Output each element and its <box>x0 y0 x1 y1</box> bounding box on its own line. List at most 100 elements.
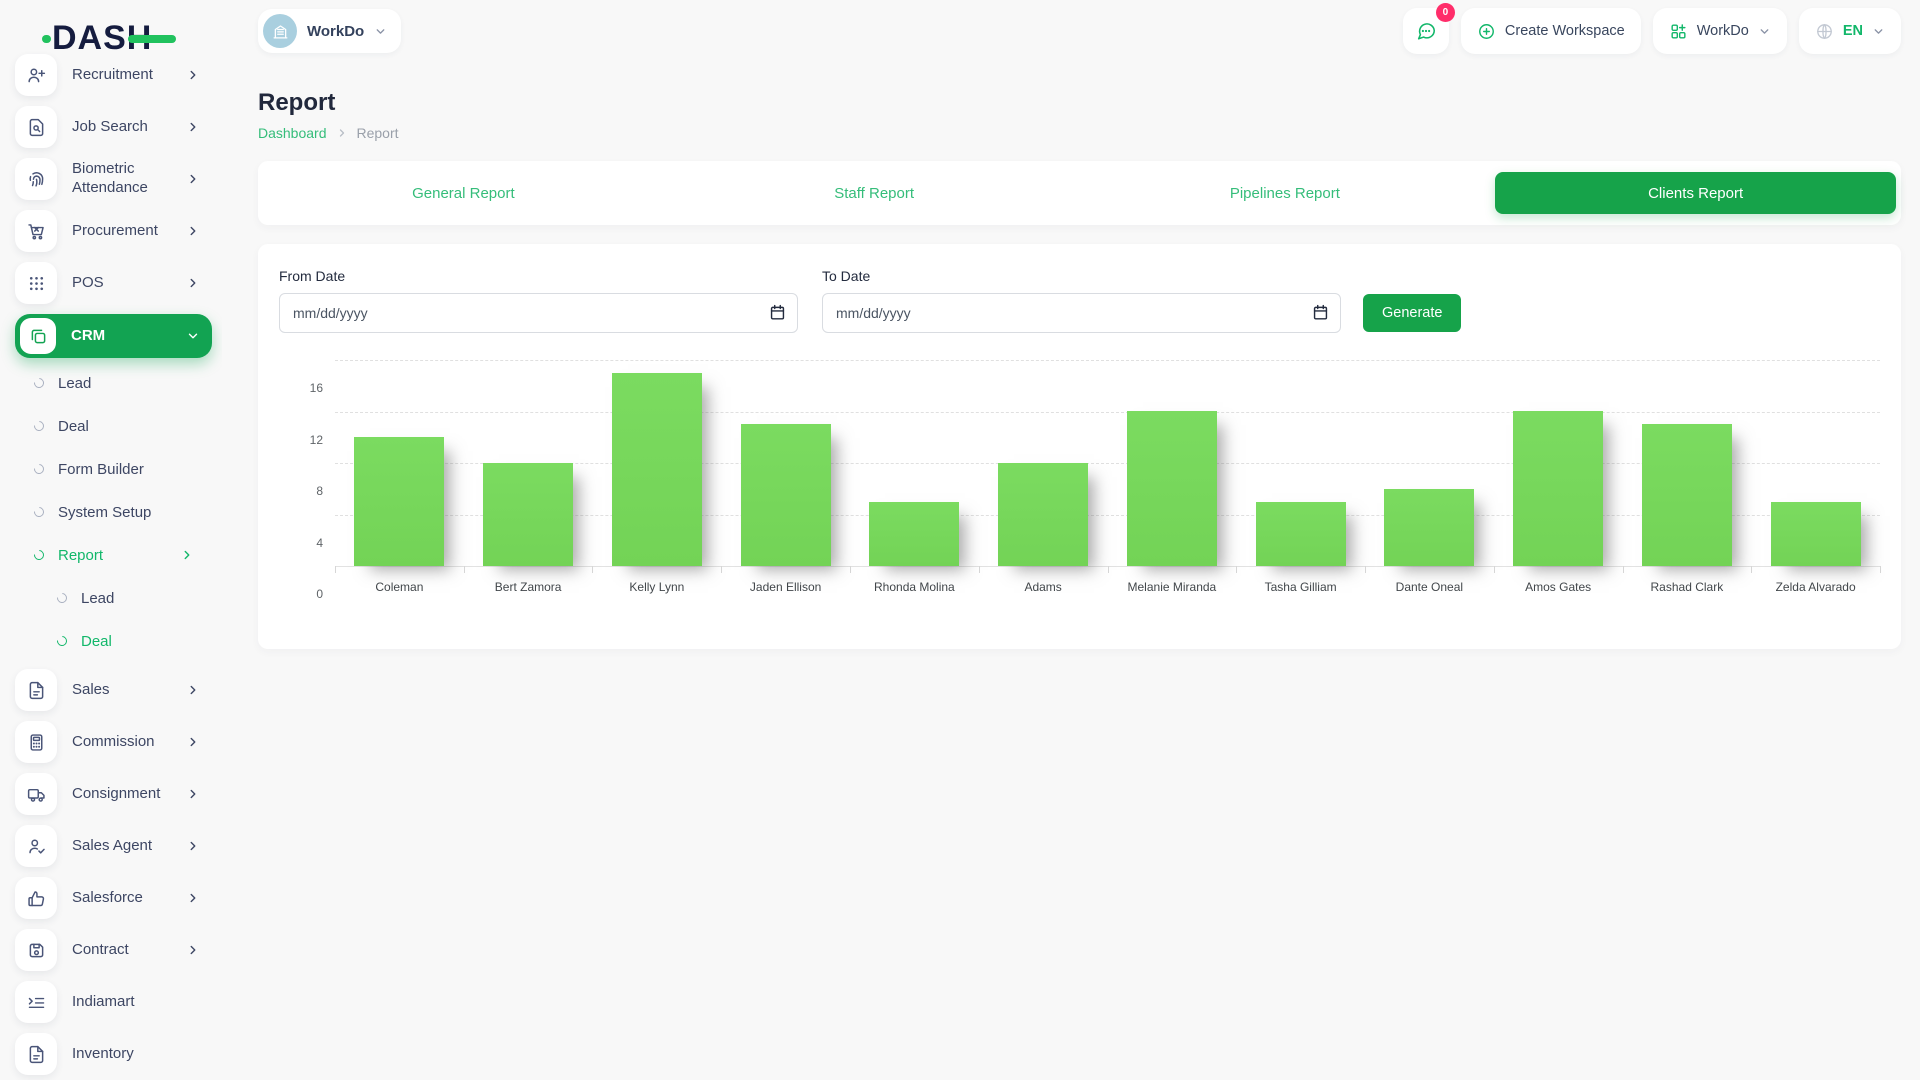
document-search-icon <box>15 106 57 148</box>
x-axis-category-label: Melanie Miranda <box>1127 580 1217 594</box>
sidebar-item-pos[interactable]: POS <box>15 262 212 304</box>
bar-rhonda-molina[interactable] <box>869 502 960 566</box>
chevron-right-icon <box>186 943 200 957</box>
sidebar-item-procurement[interactable]: Procurement <box>15 210 212 252</box>
bar-amos-gates[interactable] <box>1513 411 1604 566</box>
sidebar-item-job-search[interactable]: Job Search <box>15 106 212 148</box>
sidebar-subitem-system-setup[interactable]: System Setup <box>31 497 212 527</box>
sidebar-item-label: Consignment <box>72 784 161 802</box>
main-content: Report Dashboard Report General Report St… <box>222 62 1920 649</box>
bar-slot <box>1494 411 1623 566</box>
chart-plot <box>335 360 1881 573</box>
bar-zelda-alvarado[interactable] <box>1770 502 1861 566</box>
app-logo[interactable]: DASH <box>42 18 177 58</box>
tab-clients-report[interactable]: Clients Report <box>1490 161 1901 225</box>
bar-kelly-lynn[interactable] <box>611 373 702 566</box>
x-axis-tick <box>1880 566 1881 573</box>
bar-slot <box>335 437 464 566</box>
x-axis-category-label: Bert Zamora <box>494 580 562 594</box>
bullet-circle-icon <box>31 461 47 477</box>
from-date-label: From Date <box>279 268 346 284</box>
x-axis-category-label: Coleman <box>375 580 424 594</box>
sidebar-item-label: Sales Agent <box>72 836 153 854</box>
sidebar-item-label: Biometric Attendance <box>72 160 148 196</box>
bar-rashad-clark[interactable] <box>1641 424 1732 566</box>
sidebar-subitem-deal[interactable]: Deal <box>31 411 212 441</box>
tab-pipelines-report[interactable]: Pipelines Report <box>1229 184 1340 202</box>
language-selector[interactable]: EN <box>1798 8 1901 54</box>
generate-button[interactable]: Generate <box>1363 294 1462 332</box>
chart-x-labels: Coleman Bert Zamora Kelly Lynn Jaden Elliso… <box>335 580 1880 594</box>
report-tabs: General Report Staff Report Pipelines Repo… <box>258 161 1901 225</box>
bar-bert-zamora[interactable] <box>483 463 574 566</box>
chevron-right-icon <box>186 891 200 905</box>
sidebar-subitem-lead[interactable]: Lead <box>31 368 212 398</box>
sidebar-subitem-label: Lead <box>58 374 92 392</box>
sidebar-item-label: Job Search <box>72 117 148 135</box>
x-axis-tick <box>1107 566 1109 573</box>
messages-button[interactable]: 0 <box>1402 3 1455 54</box>
from-date-input[interactable] <box>279 293 798 333</box>
sidebar-subitem-label: Deal <box>81 632 112 650</box>
x-axis-category-label: Rashad Clark <box>1650 580 1724 594</box>
chevron-right-icon <box>186 120 200 134</box>
breadcrumb: Dashboard Report <box>258 125 1901 141</box>
sidebar-item-sales-agent[interactable]: Sales Agent <box>15 825 212 867</box>
bar-dante-oneal[interactable] <box>1384 489 1475 566</box>
bar-slot <box>1365 489 1494 566</box>
sidebar-item-consignment[interactable]: Consignment <box>15 773 212 815</box>
workspace-avatar <box>263 14 297 48</box>
sidebar-item-salesforce[interactable]: Salesforce <box>15 877 212 919</box>
bar-melanie-miranda[interactable] <box>1126 411 1217 566</box>
y-axis-tick-label: 4 <box>316 535 323 550</box>
sidebar-subitem-deal[interactable]: Deal <box>54 626 212 656</box>
sidebar-item-sales[interactable]: Sales <box>15 669 212 711</box>
tab-active-button[interactable]: Clients Report <box>1495 172 1896 214</box>
x-axis-tick <box>1236 566 1238 573</box>
sidebar-item-biometric-attendance[interactable]: Biometric Attendance <box>15 158 212 200</box>
calculator-icon <box>15 721 57 763</box>
top-header: WorkDo 0 Create Workspace WorkDo EN <box>222 0 1920 62</box>
sidebar-item-indiamart[interactable]: Indiamart <box>15 981 212 1023</box>
bar-slot <box>979 463 1108 566</box>
sidebar-subitem-form-builder[interactable]: Form Builder <box>31 454 212 484</box>
chevron-down-icon <box>1872 25 1885 38</box>
x-axis-category-label: Tasha Gilliam <box>1264 580 1337 594</box>
sidebar-subitem-report[interactable]: Report <box>31 540 212 570</box>
sidebar-item-inventory[interactable]: Inventory <box>15 1033 212 1075</box>
workdo-menu-button[interactable]: WorkDo <box>1652 8 1787 54</box>
workspace-switcher[interactable]: WorkDo <box>258 9 402 53</box>
copy-squares-icon <box>20 318 56 354</box>
list-arrow-icon <box>15 981 57 1023</box>
sidebar-item-label: Contract <box>72 940 129 958</box>
to-date-input[interactable] <box>822 293 1341 333</box>
breadcrumb-dashboard-link[interactable]: Dashboard <box>258 125 327 141</box>
sidebar-item-commission[interactable]: Commission <box>15 721 212 763</box>
x-axis-tick <box>1493 566 1495 573</box>
sidebar-item-label: Recruitment <box>72 65 153 83</box>
gridline <box>335 360 1880 361</box>
chevron-right-icon <box>186 224 200 238</box>
fingerprint-icon <box>15 158 57 200</box>
person-check-icon <box>15 825 57 867</box>
bar-tasha-gilliam[interactable] <box>1255 502 1346 566</box>
chevron-right-icon <box>180 548 194 562</box>
sidebar-item-crm[interactable]: CRM <box>15 314 212 358</box>
sidebar-item-recruitment[interactable]: Recruitment <box>15 54 212 96</box>
x-axis-tick <box>1622 566 1624 573</box>
bar-jaden-ellison[interactable] <box>740 424 831 566</box>
create-workspace-button[interactable]: Create Workspace <box>1460 8 1641 54</box>
sidebar-item-contract[interactable]: Contract <box>15 929 212 971</box>
chevron-right-icon <box>186 683 200 697</box>
bullet-circle-icon <box>54 633 70 649</box>
bar-coleman[interactable] <box>354 437 445 566</box>
sidebar-subitem-label: System Setup <box>58 503 152 521</box>
bar-adams[interactable] <box>998 463 1089 566</box>
sidebar-item-label: Indiamart <box>72 992 135 1010</box>
tab-general-report[interactable]: General Report <box>412 184 515 202</box>
chat-icon <box>1417 23 1435 40</box>
grid-plus-icon <box>1669 22 1688 41</box>
bars-row <box>335 361 1880 566</box>
sidebar-subitem-lead[interactable]: Lead <box>54 583 212 613</box>
tab-staff-report[interactable]: Staff Report <box>834 184 915 202</box>
